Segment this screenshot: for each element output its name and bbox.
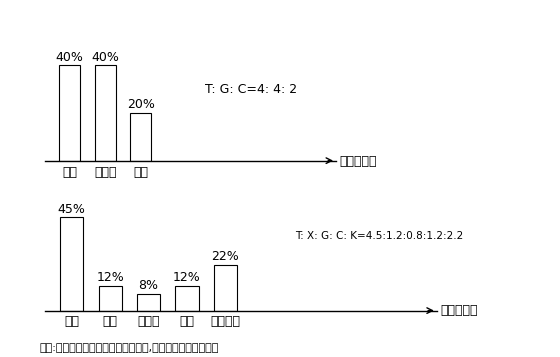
Bar — [130, 113, 151, 161]
Text: 40%: 40% — [91, 51, 119, 64]
Text: T: G: C=4: 4: 2: T: G: C=4: 4: 2 — [204, 83, 297, 96]
Bar — [137, 294, 160, 311]
Text: 20%: 20% — [127, 98, 155, 111]
Bar — [99, 286, 122, 311]
Text: （综合楼）: （综合楼） — [441, 304, 478, 317]
Text: 45%: 45% — [58, 203, 86, 216]
Bar — [60, 217, 83, 311]
Text: 12%: 12% — [96, 271, 124, 284]
Text: 40%: 40% — [56, 51, 83, 64]
Bar — [95, 65, 116, 161]
Text: 12%: 12% — [173, 271, 201, 284]
Text: 8%: 8% — [138, 279, 158, 292]
Bar — [214, 265, 237, 311]
Text: 22%: 22% — [212, 250, 239, 263]
Bar — [59, 65, 80, 161]
Text: T: X: G: C: K=4.5:1.2:0.8:1.2:2.2: T: X: G: C: K=4.5:1.2:0.8:1.2:2.2 — [295, 231, 463, 241]
Bar — [175, 286, 199, 311]
Text: （注:实际分布比例应根据工程量计算,以上仅为举例形式。）: （注:实际分布比例应根据工程量计算,以上仅为举例形式。） — [39, 343, 218, 353]
Text: （住宅楼）: （住宅楼） — [339, 155, 377, 168]
